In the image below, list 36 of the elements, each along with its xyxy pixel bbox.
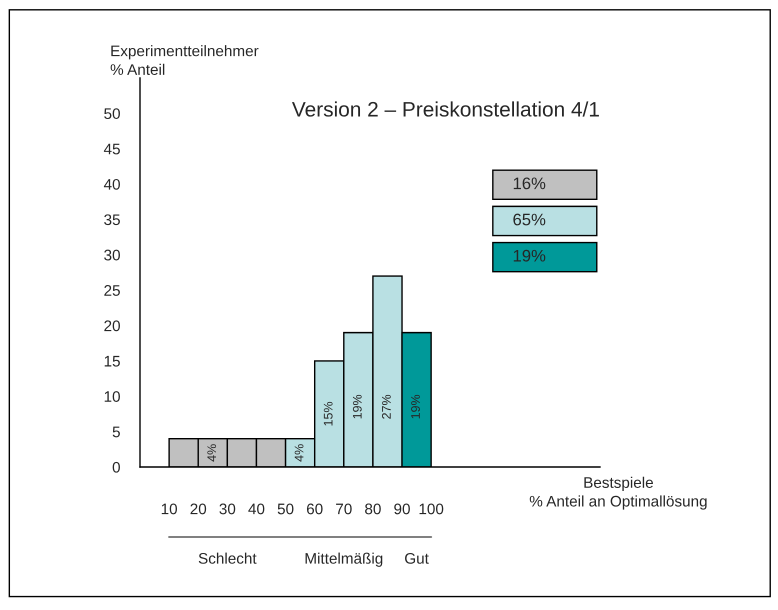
x-tick-label: 50 bbox=[278, 504, 294, 514]
x-tick-label: 40 bbox=[248, 504, 264, 514]
text: Mittelmäßig bbox=[306, 552, 382, 567]
x-tick-label: 20 bbox=[190, 504, 206, 514]
x-tick-label: 60 bbox=[306, 504, 323, 514]
y-tick-label: 10 bbox=[104, 391, 120, 402]
y-tick-label: 40 bbox=[104, 178, 120, 190]
data-label: 15% bbox=[324, 402, 333, 426]
x-tick-label: 80 bbox=[365, 504, 381, 514]
data-label: 27% bbox=[382, 394, 391, 419]
y-tick-label: 30 bbox=[104, 250, 120, 261]
y-tick-label: 15 bbox=[104, 356, 120, 367]
y-tick-label: 25 bbox=[104, 285, 120, 296]
x-tick-label: 30 bbox=[219, 504, 236, 514]
text: 65% bbox=[513, 214, 546, 226]
text: 19% bbox=[514, 250, 546, 262]
data-label: 19% bbox=[352, 394, 362, 418]
x-axis-title: Bestspiele % Anteil an Optimallösung bbox=[530, 476, 707, 510]
text: Version 2 – Preiskonstellation 4/1 bbox=[292, 101, 599, 117]
text: Schlecht bbox=[198, 552, 257, 564]
y-tick-label: 5 bbox=[112, 426, 120, 438]
y-tick-label: 20 bbox=[104, 320, 120, 332]
data-label: 4% bbox=[294, 444, 304, 462]
data-label: 4% bbox=[207, 444, 216, 462]
x-tick-label: 70 bbox=[336, 504, 352, 514]
y-tick-label: 45 bbox=[104, 144, 120, 154]
data-label: 19% bbox=[411, 394, 420, 418]
y-tick-label: 50 bbox=[104, 108, 120, 120]
x-tick-label: 90 bbox=[394, 504, 410, 514]
text: 16% bbox=[514, 177, 546, 190]
y-tick-label: 0 bbox=[112, 462, 120, 473]
x-tick-label: 100 bbox=[420, 504, 444, 514]
text: Gut bbox=[405, 552, 429, 564]
y-tick-label: 35 bbox=[104, 214, 120, 226]
y-axis-title: Experimentteilnehmer % Anteil bbox=[110, 45, 258, 75]
x-tick-label: 10 bbox=[162, 504, 178, 514]
